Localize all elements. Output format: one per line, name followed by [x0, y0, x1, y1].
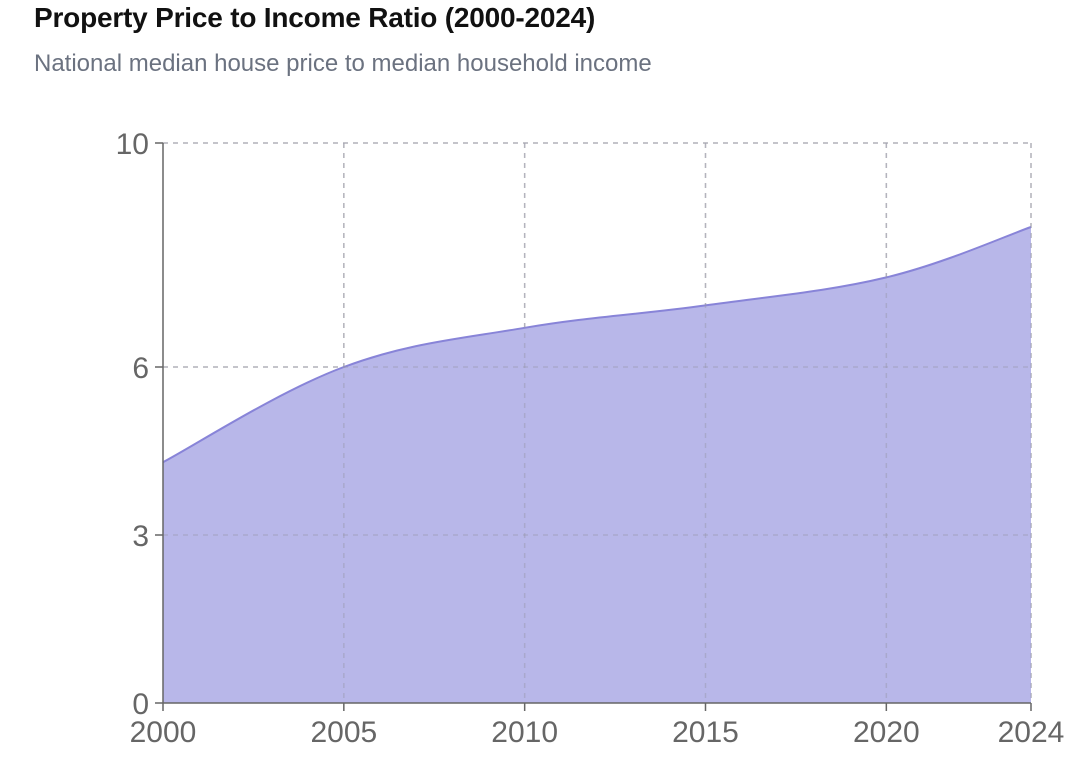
x-tick-label: 2010	[491, 716, 558, 749]
y-tick-label: 3	[132, 520, 149, 553]
tick-labels: 0 3 6 10 2000 2005 2010 2015 2020 2024	[116, 128, 1065, 749]
y-tick-label: 10	[116, 128, 149, 161]
series-line	[162, 226, 1032, 464]
chart-title: Property Price to Income Ratio (2000-202…	[34, 2, 596, 33]
x-tick-label: 2015	[672, 716, 739, 749]
series-layer	[162, 142, 1032, 703]
axes	[155, 142, 1032, 711]
series-area-fill	[163, 227, 1031, 703]
y-tick-label: 6	[132, 352, 149, 385]
x-tick-label: 2024	[998, 716, 1065, 749]
x-tick-label: 2000	[130, 716, 197, 749]
y-tick-label: 0	[132, 688, 149, 721]
x-tick-label: 2020	[853, 716, 920, 749]
chart-subtitle: National median house price to median ho…	[34, 50, 652, 77]
grid-lines-overlay	[163, 142, 1032, 703]
x-tick-label: 2005	[310, 716, 377, 749]
